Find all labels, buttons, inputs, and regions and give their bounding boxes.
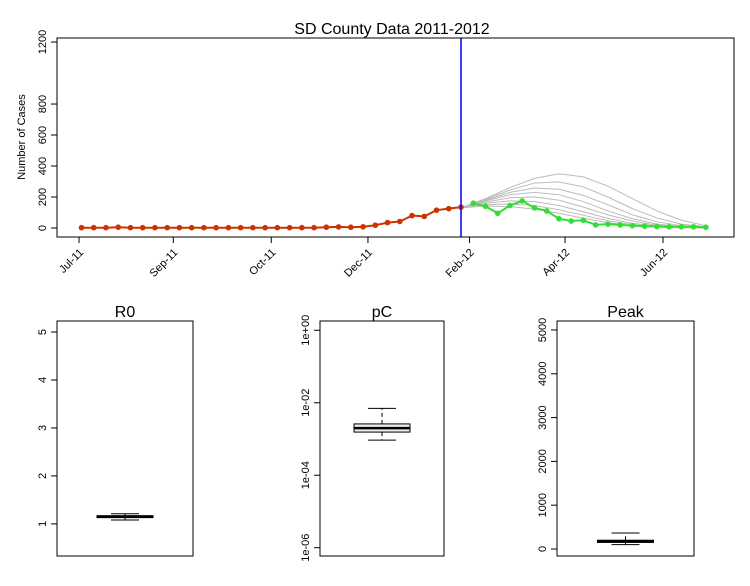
plot-frame — [56, 37, 735, 238]
data-point — [629, 222, 636, 229]
data-point — [274, 224, 281, 231]
data-point — [286, 224, 293, 231]
plot-frame — [556, 320, 695, 557]
data-point — [372, 222, 379, 229]
y-tick-label: 1e-06 — [300, 534, 312, 562]
y-tick-label: 0 — [537, 546, 549, 552]
data-point — [335, 224, 342, 230]
chart-title: SD County Data 2011-2012 — [294, 21, 489, 38]
data-point — [188, 224, 195, 231]
data-point — [421, 213, 428, 220]
y-tick-label: 600 — [37, 126, 49, 144]
data-point — [409, 212, 415, 219]
data-point — [127, 224, 134, 231]
data-point — [556, 215, 562, 222]
data-point — [641, 223, 648, 229]
chart-title: Peak — [607, 304, 644, 321]
chart-title: R0 — [115, 304, 136, 321]
data-point — [605, 221, 611, 227]
data-point — [201, 224, 207, 231]
data-point — [445, 205, 452, 212]
y-tick-label: 1 — [37, 521, 49, 527]
y-tick-label: 3 — [37, 425, 49, 431]
data-point — [90, 224, 97, 231]
data-point — [360, 223, 366, 230]
data-point — [262, 224, 268, 231]
data-point — [176, 224, 183, 231]
data-point — [592, 222, 599, 228]
data-point — [482, 203, 489, 210]
data-point — [311, 224, 317, 231]
data-point — [213, 224, 219, 231]
chart-title: pC — [372, 304, 392, 321]
data-point — [299, 224, 305, 231]
y-tick-label: 1e-02 — [300, 389, 312, 417]
data-point — [152, 224, 158, 231]
data-point — [654, 223, 660, 230]
y-tick-label: 1000 — [537, 493, 549, 517]
y-tick-label: 2 — [37, 473, 49, 479]
series-line — [460, 181, 706, 228]
data-point — [568, 218, 574, 224]
y-tick-label: 1e-04 — [300, 461, 312, 489]
series-line — [460, 173, 706, 227]
series-line — [460, 187, 706, 228]
y-tick-label: 200 — [37, 188, 49, 206]
data-point — [164, 224, 170, 231]
data-point — [678, 223, 685, 230]
data-point — [543, 208, 550, 214]
data-point — [531, 205, 538, 211]
data-point — [507, 202, 513, 209]
y-tick-label: 1200 — [37, 30, 49, 54]
y-tick-label: 5 — [37, 329, 49, 335]
data-point — [78, 224, 85, 231]
data-point — [384, 219, 391, 226]
data-point — [519, 198, 526, 204]
data-point — [237, 224, 244, 231]
data-point — [103, 224, 109, 231]
y-tick-label: 2000 — [537, 449, 549, 473]
data-point — [115, 224, 122, 231]
y-axis-label: Number of Cases — [16, 94, 28, 180]
y-tick-label: 1e+00 — [300, 315, 312, 346]
data-point — [323, 224, 330, 231]
y-tick-label: 800 — [37, 95, 49, 113]
data-point — [225, 224, 232, 231]
data-point — [139, 224, 146, 231]
data-point — [250, 224, 256, 231]
data-point — [348, 224, 354, 231]
y-tick-label: 4000 — [537, 362, 549, 386]
data-point — [580, 217, 587, 224]
y-tick-label: 4 — [37, 377, 49, 383]
data-point — [396, 218, 403, 225]
plot-frame — [319, 320, 445, 557]
data-point — [433, 207, 440, 213]
data-point — [617, 222, 623, 228]
y-tick-label: 3000 — [537, 405, 549, 429]
data-point — [494, 210, 501, 217]
y-tick-label: 5000 — [537, 318, 549, 342]
y-tick-label: 400 — [37, 157, 49, 175]
data-point — [703, 224, 709, 231]
y-tick-label: 0 — [37, 225, 49, 231]
plot-frame — [56, 320, 194, 557]
data-point — [470, 200, 477, 207]
data-point — [666, 223, 672, 230]
data-point — [690, 223, 697, 230]
series-line — [460, 191, 706, 229]
